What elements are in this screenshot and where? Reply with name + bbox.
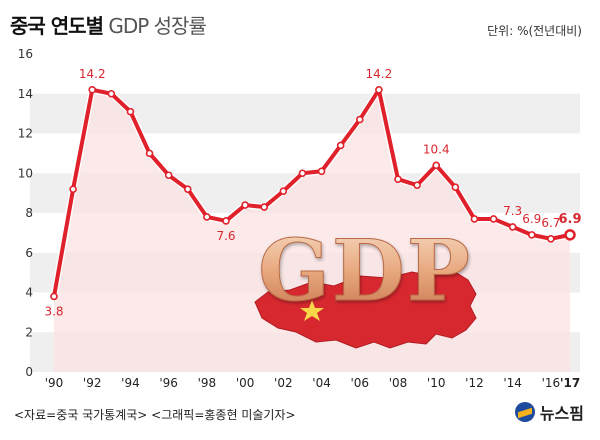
x-tick-label: '17: [560, 376, 580, 390]
china-map-shape: [254, 269, 477, 349]
data-point: [107, 89, 116, 98]
data-point: [279, 187, 288, 195]
y-tick-label: 0: [25, 365, 33, 379]
x-tick-label: '90: [45, 376, 64, 390]
y-tick-label: 4: [25, 286, 33, 300]
data-point: [88, 85, 97, 94]
data-point: [183, 185, 192, 193]
series-line: [50, 86, 574, 300]
data-point: [164, 171, 173, 180]
data-point: [564, 229, 576, 241]
x-tick-label: '00: [236, 376, 255, 390]
unit-label: 단위: %(전년대비): [487, 24, 582, 38]
newspim-logo-text: 뉴스핌: [539, 404, 584, 423]
data-point: [203, 213, 211, 221]
x-tick-label: '08: [389, 376, 408, 390]
x-tick-label: '06: [350, 376, 369, 390]
chart-title-bold: 중국 연도별: [10, 14, 104, 38]
y-tick-label: 2: [25, 325, 33, 339]
data-point: [451, 183, 460, 191]
data-label: 10.4: [423, 142, 450, 156]
data-point: [50, 292, 58, 301]
data-label: 14.2: [79, 67, 106, 81]
y-tick-label: 6: [25, 246, 33, 260]
x-axis: '90 '92 '94 '96 '98 '00 '02 '04 '06 '08 '10 '12 '14 '…: [45, 376, 580, 390]
x-tick-label: '94: [121, 376, 140, 390]
data-point: [222, 217, 230, 225]
data-point: [470, 215, 479, 223]
data-point: [355, 115, 364, 124]
data-label: 6.7: [541, 216, 560, 230]
x-tick-label: '98: [198, 376, 217, 390]
y-tick-label: 14: [18, 87, 33, 101]
x-tick-label: '92: [83, 376, 102, 390]
y-tick-label: 16: [18, 47, 33, 61]
data-point: [432, 161, 441, 170]
data-point: [241, 201, 249, 209]
data-point: [298, 169, 307, 178]
data-point: [336, 141, 345, 150]
x-tick-label: '12: [465, 376, 484, 390]
chart-title: 중국 연도별 GDP 성장률: [10, 10, 207, 39]
x-tick-label: '04: [312, 376, 331, 390]
data-point: [394, 175, 402, 184]
x-tick-label: '02: [274, 376, 293, 390]
y-axis: 0 2 4 6 8 10 12 14 16: [18, 47, 33, 379]
gdp-3d-text: GDP: [258, 221, 472, 320]
data-point: [547, 235, 555, 243]
y-tick-label: 12: [18, 127, 33, 141]
data-point: [145, 149, 154, 158]
data-label: 7.6: [216, 229, 235, 243]
data-point: [260, 203, 269, 211]
data-point: [413, 181, 421, 189]
series-line-path: [52, 87, 572, 299]
x-tick-label: '16: [542, 376, 561, 390]
data-point: [126, 107, 135, 116]
china-gdp-illustration: GDP: [254, 221, 477, 349]
data-label: 7.3: [503, 204, 522, 218]
data-points: [50, 85, 576, 301]
data-label: 6.9: [522, 212, 541, 226]
data-point: [489, 215, 498, 223]
y-tick-label: 10: [18, 166, 33, 180]
map-star-icon: [300, 300, 324, 321]
data-point: [508, 223, 517, 231]
data-label: 3.8: [44, 304, 63, 318]
x-tick-label: '10: [427, 376, 446, 390]
data-label: 6.9: [558, 212, 581, 227]
newspim-logo: 뉴스핌: [514, 400, 584, 424]
data-labels: 3.814.27.614.210.47.36.9 6.76.9: [44, 67, 581, 319]
data-label: 14.2: [366, 67, 393, 81]
x-tick-label: '96: [159, 376, 178, 390]
data-point: [375, 85, 383, 94]
source-credit: <자료=중국 국가통계국> <그래픽=홍종현 미술기자>: [14, 408, 296, 422]
newspim-logo-icon: [514, 402, 535, 422]
x-tick-label: '14: [503, 376, 522, 390]
chart-title-light: GDP 성장률: [108, 14, 207, 38]
data-point: [527, 231, 536, 239]
data-point: [317, 167, 326, 176]
y-tick-label: 8: [25, 206, 33, 220]
data-point: [69, 185, 77, 193]
